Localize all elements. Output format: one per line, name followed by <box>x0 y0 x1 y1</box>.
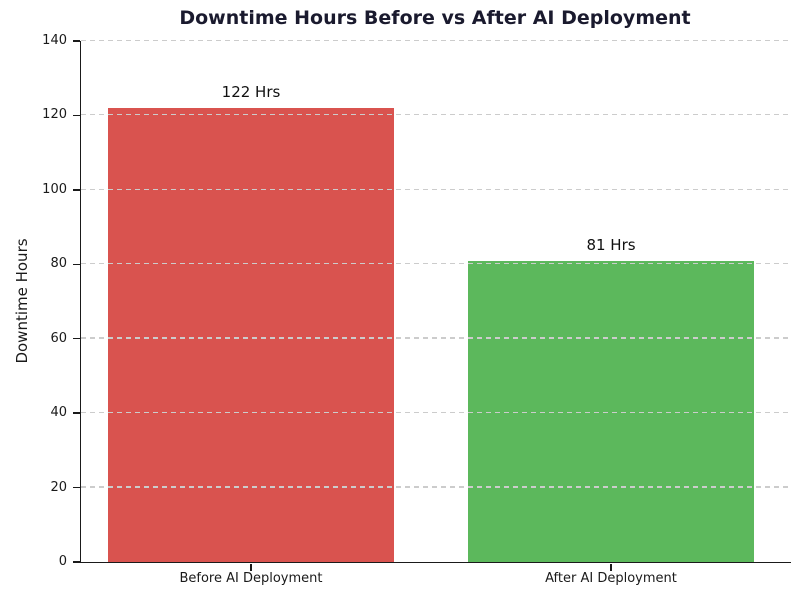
y-tick-mark <box>73 337 80 340</box>
bar-value-label: 122 Hrs <box>221 83 281 101</box>
y-tick-label: 60 <box>50 330 67 346</box>
x-tick-label: Before AI Deployment <box>179 571 323 586</box>
y-tick-mark <box>73 189 80 191</box>
x-tick-label: After AI Deployment <box>545 571 677 586</box>
y-tick-label: 80 <box>50 256 67 272</box>
y-tick-mark <box>73 561 80 563</box>
x-tick-mark <box>250 563 252 571</box>
plot-area: 0 20 40 60 80 100 120 140 122 Hrs Before AI Deplo… <box>42 33 791 586</box>
y-tick-mark <box>73 263 80 266</box>
y-tick-mark <box>73 412 80 414</box>
y-tick-mark <box>73 114 80 117</box>
chart-title: Downtime Hours Before vs After AI Deploy… <box>179 7 691 29</box>
y-tick-label: 20 <box>50 479 67 495</box>
y-tick-label: 120 <box>42 107 67 123</box>
gridline <box>81 39 791 41</box>
y-tick-mark <box>73 40 80 42</box>
bar-after <box>468 260 754 562</box>
y-tick-label: 100 <box>42 181 67 197</box>
y-tick-label: 140 <box>42 33 67 48</box>
bar-value-label: 81 Hrs <box>586 235 636 254</box>
bar-before <box>108 108 394 562</box>
y-tick-label: 0 <box>58 554 67 569</box>
y-tick-label: 40 <box>50 405 67 421</box>
x-tick-mark <box>610 563 612 571</box>
y-tick-mark <box>73 486 80 489</box>
